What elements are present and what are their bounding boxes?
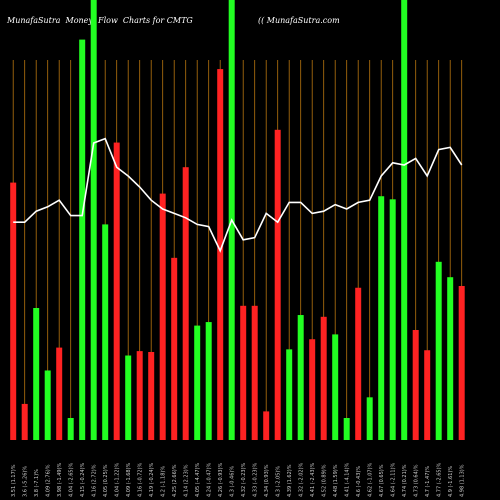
money-flow-bar: [424, 350, 431, 440]
x-tick-label: 4.14 (2.23)%: [184, 464, 190, 497]
money-flow-bar: [113, 142, 120, 440]
money-flow-bar: [171, 257, 178, 440]
chart-title: MunafaSutra Money Flow Charts for CMTG: [7, 16, 193, 25]
x-tick-label: 4.32 (-2.02)%: [299, 462, 305, 497]
x-tick-label: 4.64 (-2.11)%: [391, 462, 397, 497]
bars: [10, 0, 465, 441]
money-flow-bar: [401, 0, 408, 440]
money-flow-bar: [343, 418, 350, 440]
x-tick-label: 4.34 (0.93)%: [264, 464, 270, 497]
money-flow-bar: [274, 129, 281, 441]
x-tick-label: 3.98 (-1.49)%: [57, 462, 63, 497]
money-flow-bar: [297, 315, 304, 440]
x-tick-label: 4.04 (-1.22)%: [115, 462, 121, 497]
money-flow-bar: [10, 182, 17, 440]
chart-subtitle: (( MunafaSutra.com: [258, 16, 340, 25]
money-flow-bar: [355, 287, 362, 440]
x-tick-label: 4.67 (0.65)%: [379, 464, 385, 497]
money-flow-bar: [389, 199, 396, 440]
x-tick-label: 4.2 (-1.18)%: [161, 466, 167, 497]
money-flow-bar: [205, 322, 212, 440]
x-tick-label: 4.3 (-0.46)%: [230, 466, 236, 497]
x-tick-label: 4.74 (0.21)%: [402, 464, 408, 497]
money-flow-bar: [90, 0, 97, 440]
x-tick-label: 4.16 (2.72)%: [92, 464, 98, 497]
money-flow-bar: [79, 39, 86, 440]
money-flow-line-group: [13, 137, 463, 253]
x-tick-label: 4.73 (0.64)%: [414, 464, 420, 497]
x-tick-label: 4.77 (-2.65)%: [437, 462, 443, 497]
money-flow-bar: [159, 193, 166, 440]
x-tick-label: 3.6 (-5.26)%: [23, 466, 29, 497]
money-flow-bar: [102, 224, 109, 440]
x-tick-label: 4.24 (-0.47)%: [207, 462, 213, 497]
x-tick-label: 4.09 (2.76)%: [46, 464, 52, 497]
x-tick-label: 4.04 (-2.65)%: [69, 462, 75, 497]
x-tick-label: 4.3 (-2.05)%: [276, 466, 282, 497]
x-tick-label: 4.48 (1.59)%: [333, 464, 339, 497]
x-tick-label: 4.41 (-4.14)%: [345, 462, 351, 497]
money-flow-bar: [194, 325, 201, 440]
money-flow-bar: [217, 69, 224, 440]
money-flow-bar: [412, 330, 419, 440]
money-flow-bar: [332, 334, 339, 440]
money-flow-bar: [378, 196, 385, 440]
x-tick-label: 4.16 (-0.72)%: [138, 462, 144, 497]
money-flow-bar: [309, 339, 316, 440]
money-flow-bar: [56, 347, 63, 440]
x-tick-label: 4.19 (-0.24)%: [149, 462, 155, 497]
x-tick-label: 4.32 (-0.23)%: [241, 462, 247, 497]
x-tick-label: 4.25 (2.66)%: [172, 464, 178, 497]
x-tick-label: 4.7 (-1.47)%: [425, 466, 431, 497]
money-flow-bar: [286, 349, 293, 440]
money-flow-bar: [67, 418, 74, 440]
x-axis-ticks: 3.51 (1.17)% 3.6 (-5.26)% 3.8 (-7.1)% 4.09 …: [11, 462, 466, 497]
x-tick-label: 3.8 (-7.1)%: [34, 469, 40, 497]
money-flow-bar: [366, 397, 373, 440]
money-flow-bar: [33, 308, 40, 440]
money-flow-bar: [435, 261, 442, 440]
money-flow-bar: [136, 351, 143, 440]
x-tick-label: 3.51 (1.17)%: [11, 464, 17, 497]
money-flow-bar: [148, 352, 155, 440]
x-tick-label: 4.98 (1.13)%: [460, 464, 466, 497]
money-flow-line: [13, 137, 463, 253]
x-tick-label: 4.41 (-2.43)%: [310, 462, 316, 497]
x-tick-label: 4.62 (-1.07)%: [368, 462, 374, 497]
money-flow-bar: [320, 316, 327, 440]
x-tick-label: 4.33 (-0.23)%: [253, 462, 259, 497]
x-tick-label: 4.9 (-1.61)%: [448, 466, 454, 497]
money-flow-bar: [251, 305, 258, 440]
money-flow-bar: [44, 370, 51, 440]
x-tick-label: 4.15 (-0.24)%: [80, 462, 86, 497]
x-tick-label: 4.26 (-0.93)%: [218, 462, 224, 497]
money-flow-bar: [240, 305, 247, 440]
money-flow-bar: [21, 403, 28, 440]
money-flow-bar: [458, 286, 465, 440]
money-flow-bar: [182, 167, 189, 440]
x-tick-label: 4.05 (0.25)%: [103, 464, 109, 497]
x-tick-label: 4.09 (-1.68)%: [126, 462, 132, 497]
x-tick-label: 4.52 (0.89)%: [322, 464, 328, 497]
x-tick-label: 4.05 (-4.47)%: [195, 462, 201, 497]
money-flow-bar: [447, 277, 454, 440]
money-flow-bar: [263, 411, 270, 440]
x-tick-label: 4.6 (-0.43)%: [356, 466, 362, 497]
money-flow-bar: [125, 355, 132, 440]
x-tick-label: 4.39 (1.62)%: [287, 464, 293, 497]
